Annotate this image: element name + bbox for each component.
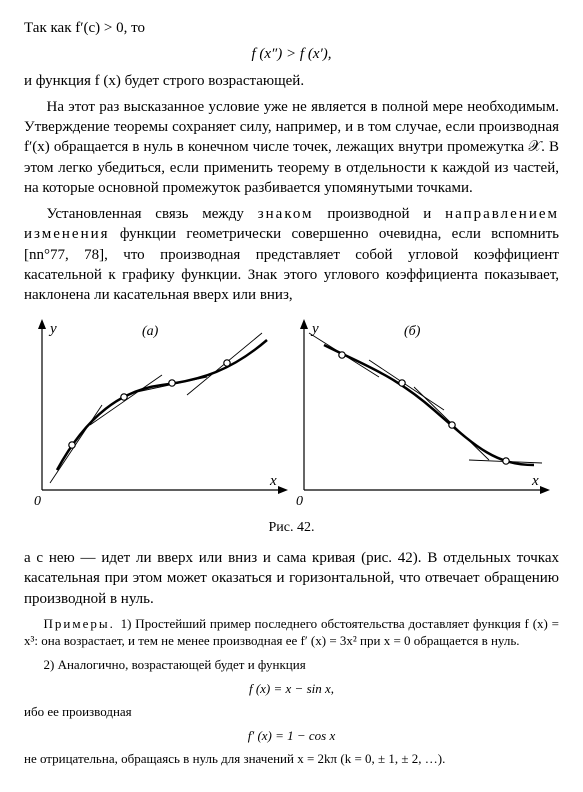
para-2: и функция f (x) будет строго возрастающе… [24, 71, 559, 91]
text: 2) Аналогично, возрастающей будет и функ… [44, 657, 306, 672]
para-3: На этот раз высказанное условие уже не я… [24, 97, 559, 198]
examples-2: 2) Аналогично, возрастающей будет и функ… [24, 656, 559, 674]
text-spaced: знаком [258, 206, 314, 222]
text: производной и [314, 206, 446, 222]
eq-text: f (x″) > f (x′), [251, 46, 331, 62]
para-1: Так как f′(c) > 0, то [24, 18, 559, 38]
text: Установленная связь между [47, 206, 258, 222]
text: Так как f′(c) > 0, то [24, 20, 145, 36]
svg-text:0: 0 [34, 494, 41, 509]
eq-text: f′ (x) = 1 − cos x [248, 728, 336, 743]
examples-2c: не отрицательна, обращаясь в нуль для зн… [24, 750, 559, 768]
figure-caption: Рис. 42. [24, 519, 559, 538]
equation-3: f′ (x) = 1 − cos x [24, 727, 559, 745]
svg-text:x: x [269, 473, 277, 489]
examples-1: Примеры. 1) Простейший пример последнего… [24, 615, 559, 650]
text: ибо ее производная [24, 704, 132, 719]
svg-text:x: x [531, 473, 539, 489]
svg-text:y: y [48, 321, 57, 337]
text: На этот раз высказанное условие уже не я… [24, 99, 559, 196]
equation-2: f (x) = x − sin x, [24, 680, 559, 698]
text: не отрицательна, обращаясь в нуль для зн… [24, 751, 445, 766]
svg-text:y: y [310, 321, 319, 337]
examples-lead: Примеры. [44, 616, 121, 631]
figure-42: y x 0 (а) y x 0 (б) [24, 315, 559, 515]
caption-text: Рис. 42. [269, 520, 315, 535]
figure-svg: y x 0 (а) y x 0 (б) [32, 315, 552, 515]
para-5: а с нею — идет ли вверх или вниз и сама … [24, 548, 559, 609]
svg-text:0: 0 [296, 494, 303, 509]
text: а с нею — идет ли вверх или вниз и сама … [24, 550, 559, 607]
text: и функция f (x) будет строго возрастающе… [24, 73, 304, 89]
svg-text:(а): (а) [142, 324, 159, 339]
examples-2b: ибо ее производная [24, 703, 559, 721]
eq-text: f (x) = x − sin x, [249, 681, 334, 696]
svg-text:(б): (б) [404, 324, 421, 339]
para-4: Установленная связь между знаком произво… [24, 204, 559, 305]
equation-1: f (x″) > f (x′), [24, 44, 559, 64]
